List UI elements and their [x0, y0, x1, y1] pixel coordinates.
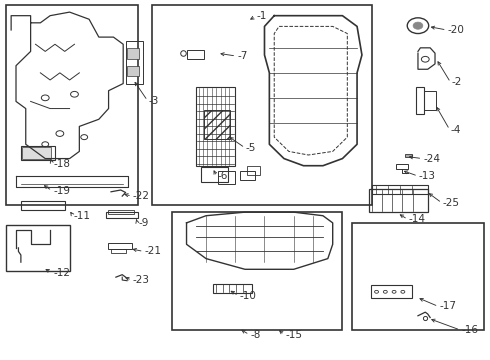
Bar [396, 164, 408, 169]
Text: -25: -25 [443, 198, 460, 208]
Bar [196, 87, 235, 166]
Text: -24: -24 [423, 154, 441, 163]
Text: -5: -5 [246, 143, 256, 153]
Bar [172, 212, 343, 330]
Bar [203, 111, 230, 139]
Text: -22: -22 [133, 191, 150, 201]
Text: -11: -11 [74, 211, 91, 221]
Text: -9: -9 [138, 218, 148, 228]
Text: -8: -8 [250, 330, 261, 340]
Text: -12: -12 [53, 268, 70, 278]
Bar [372, 185, 428, 194]
Bar [213, 284, 252, 293]
Text: -16: -16 [461, 325, 478, 335]
Bar [240, 171, 255, 180]
Bar [371, 285, 412, 298]
Bar [22, 148, 51, 159]
Bar [108, 210, 134, 214]
Bar [405, 154, 412, 157]
Bar [127, 66, 139, 76]
Bar [369, 189, 428, 212]
Text: -13: -13 [419, 171, 436, 181]
Bar [424, 91, 437, 111]
Text: -19: -19 [53, 186, 70, 196]
Text: -15: -15 [286, 330, 302, 340]
Bar [125, 41, 143, 84]
Text: -6: -6 [218, 171, 228, 181]
Bar [106, 212, 138, 218]
Text: -2: -2 [452, 77, 462, 87]
Text: -23: -23 [133, 275, 150, 285]
Bar [108, 243, 132, 249]
Bar [218, 171, 235, 184]
Bar [247, 166, 260, 175]
Text: -14: -14 [409, 214, 426, 224]
Text: -3: -3 [148, 96, 159, 106]
Bar [6, 225, 70, 271]
Bar [21, 202, 65, 210]
Bar [201, 167, 228, 182]
Circle shape [413, 22, 423, 29]
Text: -4: -4 [451, 125, 461, 135]
Bar [416, 87, 424, 114]
Bar [21, 146, 55, 160]
Bar [152, 5, 372, 205]
Text: -1: -1 [257, 12, 267, 21]
Text: -20: -20 [448, 25, 465, 35]
Bar [187, 50, 203, 59]
Bar [352, 223, 484, 330]
Text: -7: -7 [237, 51, 247, 61]
Text: -18: -18 [53, 158, 70, 168]
Bar [111, 249, 125, 253]
Text: -10: -10 [240, 291, 257, 301]
Text: -17: -17 [440, 301, 456, 311]
Bar [6, 5, 138, 205]
Text: -21: -21 [145, 247, 162, 256]
Bar [127, 48, 139, 59]
